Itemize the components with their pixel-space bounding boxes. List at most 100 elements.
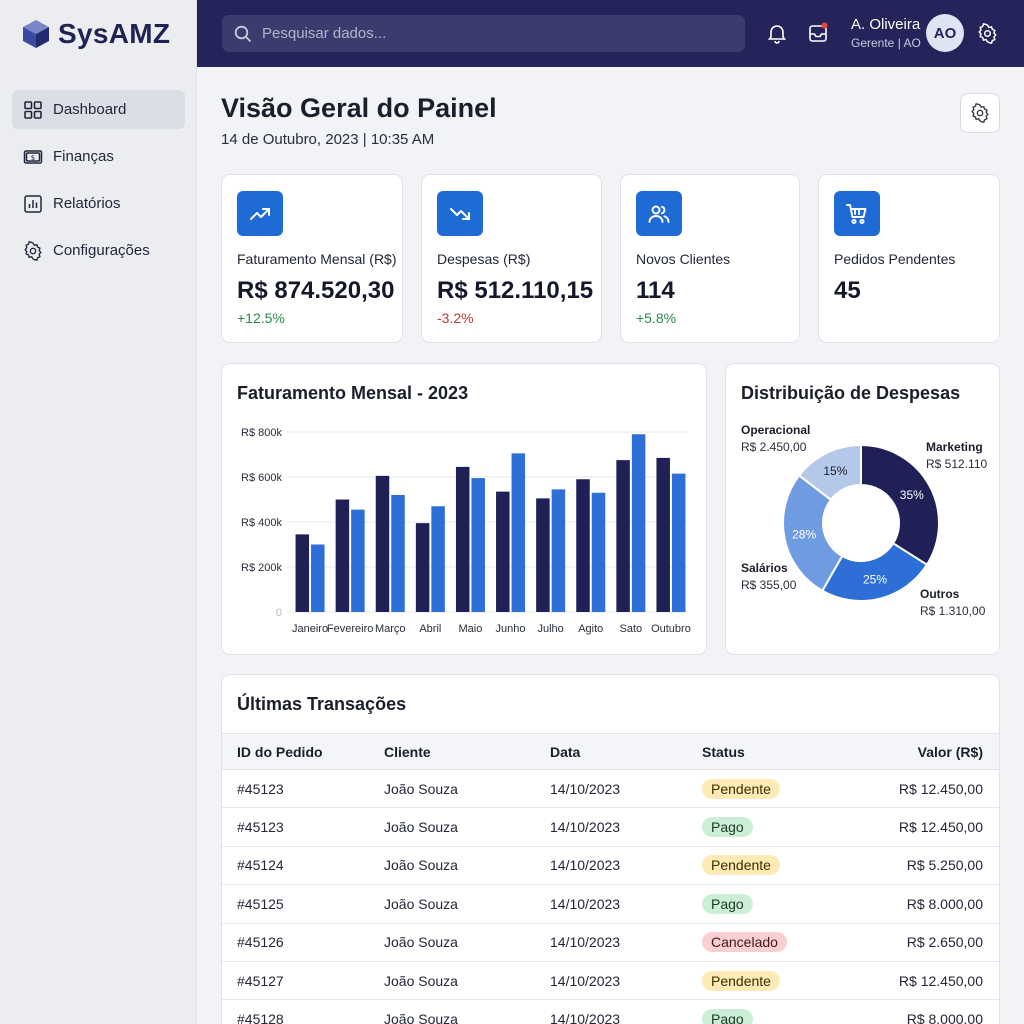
- column-header[interactable]: Valor (R$): [842, 733, 999, 770]
- revenue-chart-card: Faturamento Mensal - 2023 R$ 800k R$ 600k…: [221, 363, 707, 655]
- transactions-table: ID do Pedido Cliente Data Status Valor (…: [222, 733, 999, 1024]
- bell-icon[interactable]: [766, 22, 788, 44]
- y-tick-label: R$ 200k: [241, 562, 282, 574]
- revenue-bar-chart: R$ 800k R$ 600k R$ 400k R$ 200k 0 JaneiroFeve…: [241, 427, 691, 635]
- cube-logo-icon: [23, 20, 49, 48]
- table-row[interactable]: #45128 João Souza 14/10/2023 Pago R$ 8.000,0…: [222, 999, 999, 1024]
- settings-icon[interactable]: [977, 23, 998, 44]
- sidebar-item-label: Dashboard: [53, 101, 127, 118]
- slice-value-label: R$ 2.450,00: [741, 440, 807, 454]
- kpi-card-expenses[interactable]: Despesas (R$) R$ 512.110,15 -3.2%: [421, 174, 602, 343]
- kpi-value: R$ 874.520,30: [237, 277, 395, 304]
- client-cell: João Souza: [384, 807, 550, 847]
- donut-slice: [860, 443, 940, 567]
- column-header[interactable]: Data: [550, 733, 702, 770]
- user-role: Gerente | AO: [851, 36, 921, 50]
- kpi-card-pending-orders[interactable]: Pedidos Pendentes 45: [818, 174, 1000, 343]
- kpi-card-new-clients[interactable]: Novos Clientes 114 +5.8%: [620, 174, 800, 343]
- status-badge: Pago: [702, 1009, 753, 1024]
- transactions-title: Últimas Transações: [237, 694, 407, 714]
- x-tick-label: Agito: [578, 623, 603, 635]
- id-cell: #45123: [222, 807, 384, 847]
- sidebar-item-label: Finanças: [53, 148, 114, 165]
- client-cell: João Souza: [384, 923, 550, 962]
- bar: [631, 434, 646, 612]
- bar: [671, 473, 686, 612]
- status-cell: Pendente: [702, 769, 842, 809]
- expenses-donut-chart: 35% 25% 28% 15% Marketing R$ 512.110 Outros R$ …: [741, 423, 987, 618]
- value-cell: R$ 5.250,00: [842, 846, 999, 886]
- bar: [415, 523, 430, 612]
- date-cell: 14/10/2023: [550, 961, 702, 1001]
- id-cell: #45125: [222, 884, 384, 924]
- avatar[interactable]: AO: [926, 14, 964, 52]
- trending-up-icon: [250, 207, 270, 220]
- sidebar-item-financas[interactable]: $ Finanças: [12, 137, 185, 176]
- value-cell: R$ 12.450,00: [842, 961, 999, 1001]
- inbox-notification-icon[interactable]: [807, 22, 829, 44]
- slice-value-label: R$ 355,00: [741, 578, 797, 592]
- x-tick-label: Maio: [459, 623, 483, 635]
- table-row[interactable]: #45124 João Souza 14/10/2023 Pendente R$ 5.2…: [222, 846, 999, 886]
- column-header[interactable]: Status: [702, 733, 842, 770]
- status-badge: Pendente: [702, 778, 780, 799]
- table-header-row: ID do Pedido Cliente Data Status Valor (…: [222, 733, 999, 770]
- table-row[interactable]: #45125 João Souza 14/10/2023 Pago R$ 8.000,0…: [222, 884, 999, 924]
- bar: [335, 499, 350, 612]
- table-row[interactable]: #45126 João Souza 14/10/2023 Cancelado R$ 2.…: [222, 923, 999, 962]
- page-title: Visão Geral do Painel: [221, 93, 497, 123]
- status-cell: Pago: [702, 807, 842, 847]
- kpi-icon-box: [437, 191, 483, 236]
- bar: [536, 498, 550, 612]
- sidebar-item-configuracoes[interactable]: Configurações: [12, 231, 185, 270]
- id-cell: #45123: [222, 769, 384, 809]
- bar: [351, 509, 365, 612]
- search-input[interactable]: [262, 25, 722, 42]
- table-row[interactable]: #45123 João Souza 14/10/2023 Pago R$ 12.450,…: [222, 807, 999, 847]
- date-cell: 14/10/2023: [550, 846, 702, 886]
- sidebar-item-dashboard[interactable]: Dashboard: [12, 90, 185, 129]
- donut-slice: [797, 443, 862, 502]
- date-cell: 14/10/2023: [550, 807, 702, 847]
- slice-name-label: Operacional: [741, 423, 810, 437]
- status-cell: Cancelado: [702, 923, 842, 962]
- sidebar-item-relatorios[interactable]: Relatórios: [12, 184, 185, 223]
- status-badge: Pendente: [702, 970, 780, 991]
- app-logo[interactable]: SysAMZ: [22, 18, 170, 50]
- date-cell: 14/10/2023: [550, 769, 702, 809]
- donut-slice: [820, 541, 929, 602]
- column-header[interactable]: Cliente: [384, 733, 550, 770]
- chart-title: Faturamento Mensal - 2023: [237, 383, 469, 403]
- table-row[interactable]: #45123 João Souza 14/10/2023 Pendente R$ 12.…: [222, 769, 999, 809]
- page-settings-button[interactable]: [960, 93, 1000, 133]
- bar: [391, 495, 405, 612]
- user-info[interactable]: A. Oliveira Gerente | AO: [851, 16, 921, 50]
- sidebar-item-label: Relatórios: [53, 195, 121, 212]
- id-cell: #45128: [222, 999, 384, 1024]
- id-cell: #45124: [222, 846, 384, 886]
- x-tick-label: Fevereiro: [327, 623, 373, 635]
- kpi-icon-box: [636, 191, 682, 236]
- x-tick-label: Março: [375, 623, 406, 635]
- table-row[interactable]: #45127 João Souza 14/10/2023 Pendente R$ 12.…: [222, 961, 999, 1001]
- status-badge: Pago: [702, 893, 753, 914]
- bar: [455, 466, 470, 612]
- client-cell: João Souza: [384, 961, 550, 1001]
- status-badge: Cancelado: [702, 932, 787, 953]
- y-tick-label: R$ 800k: [241, 427, 282, 439]
- cart-icon: [846, 203, 867, 224]
- y-tick-label: R$ 400k: [241, 517, 282, 529]
- client-cell: João Souza: [384, 846, 550, 886]
- slice-value-label: R$ 1.310,00: [920, 604, 986, 618]
- column-header[interactable]: ID do Pedido: [222, 733, 384, 770]
- sidebar: SysAMZ Dashboard $ Finanças Relatórios: [0, 0, 197, 1024]
- kpi-delta: +12.5%: [237, 310, 285, 326]
- bar: [511, 453, 526, 612]
- kpi-card-revenue[interactable]: Faturamento Mensal (R$) R$ 874.520,30 +1…: [221, 174, 403, 343]
- app-name: SysAMZ: [58, 18, 171, 49]
- bar: [551, 489, 566, 612]
- money-icon: $: [23, 149, 43, 164]
- status-badge: Pendente: [702, 855, 780, 876]
- search-box[interactable]: [222, 15, 745, 52]
- transactions-card: Últimas Transações ID do Pedido Cliente …: [221, 674, 1000, 1024]
